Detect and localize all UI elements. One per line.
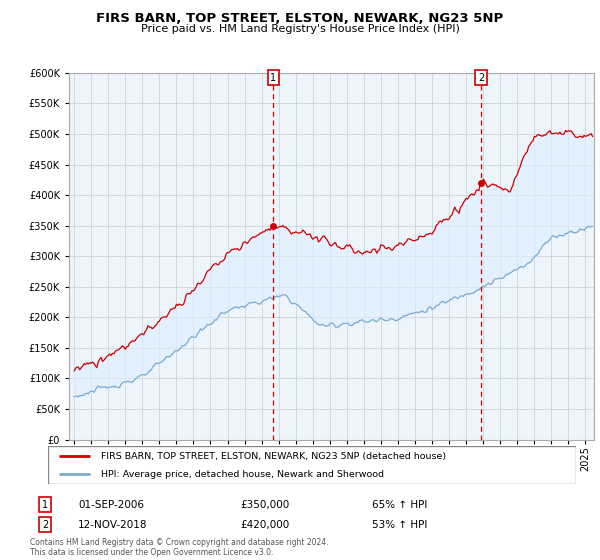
Text: 1: 1 [42, 500, 48, 510]
Text: 2: 2 [42, 520, 48, 530]
FancyBboxPatch shape [48, 446, 576, 484]
Text: 53% ↑ HPI: 53% ↑ HPI [372, 520, 427, 530]
Text: £350,000: £350,000 [240, 500, 289, 510]
Text: Price paid vs. HM Land Registry's House Price Index (HPI): Price paid vs. HM Land Registry's House … [140, 24, 460, 34]
Text: HPI: Average price, detached house, Newark and Sherwood: HPI: Average price, detached house, Newa… [101, 470, 384, 479]
Text: Contains HM Land Registry data © Crown copyright and database right 2024.
This d: Contains HM Land Registry data © Crown c… [30, 538, 329, 557]
Text: 65% ↑ HPI: 65% ↑ HPI [372, 500, 427, 510]
Text: 01-SEP-2006: 01-SEP-2006 [78, 500, 144, 510]
Text: £420,000: £420,000 [240, 520, 289, 530]
Text: 1: 1 [270, 73, 276, 83]
Text: FIRS BARN, TOP STREET, ELSTON, NEWARK, NG23 5NP (detached house): FIRS BARN, TOP STREET, ELSTON, NEWARK, N… [101, 452, 446, 461]
Text: FIRS BARN, TOP STREET, ELSTON, NEWARK, NG23 5NP: FIRS BARN, TOP STREET, ELSTON, NEWARK, N… [97, 12, 503, 25]
Text: 12-NOV-2018: 12-NOV-2018 [78, 520, 148, 530]
Text: 2: 2 [478, 73, 484, 83]
